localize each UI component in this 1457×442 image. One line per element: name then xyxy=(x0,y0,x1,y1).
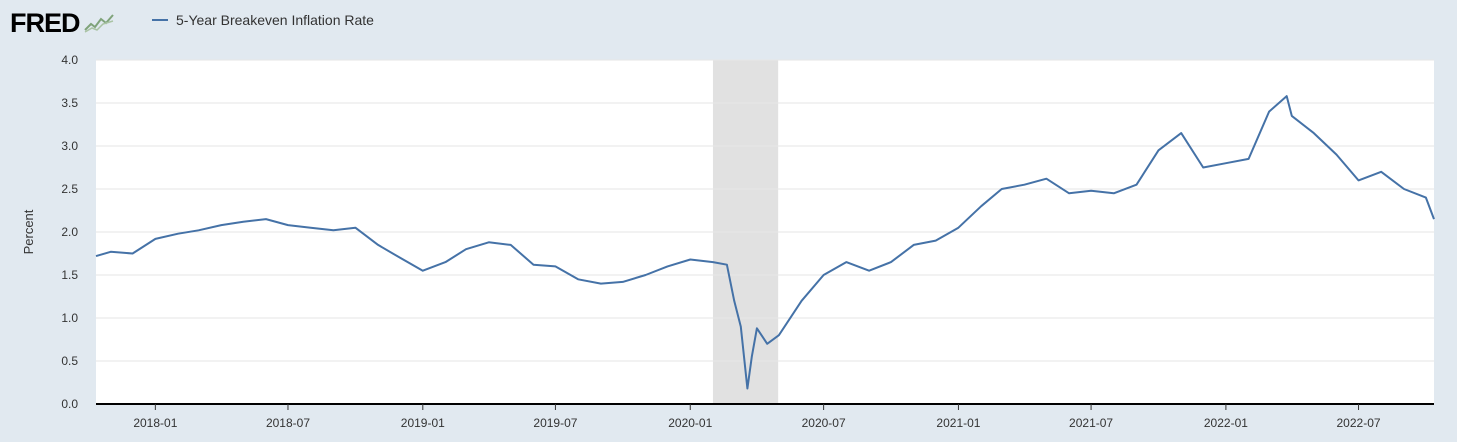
y-tick-label: 0.0 xyxy=(61,397,78,411)
x-tick-label: 2022-01 xyxy=(1204,416,1248,430)
y-tick-label: 1.0 xyxy=(61,311,78,325)
y-tick-label: 2.5 xyxy=(61,182,78,196)
legend-label: 5-Year Breakeven Inflation Rate xyxy=(176,12,374,28)
x-tick-label: 2020-07 xyxy=(802,416,846,430)
y-tick-label: 2.0 xyxy=(61,225,78,239)
y-tick-label: 4.0 xyxy=(61,53,78,67)
x-tick-label: 2021-01 xyxy=(936,416,980,430)
chart-legend[interactable]: 5-Year Breakeven Inflation Rate xyxy=(152,12,374,28)
y-tick-label: 1.5 xyxy=(61,268,78,282)
series-line[interactable] xyxy=(95,95,1435,390)
fred-logo-text: FRED xyxy=(10,7,80,38)
x-tick-label: 2020-01 xyxy=(668,416,712,430)
x-tick-label: 2021-07 xyxy=(1069,416,1113,430)
x-tick-label: 2018-07 xyxy=(266,416,310,430)
legend-swatch xyxy=(152,19,168,21)
y-tick-label: 3.0 xyxy=(61,139,78,153)
y-tick-label: 3.5 xyxy=(61,96,78,110)
x-tick-label: 2019-01 xyxy=(401,416,445,430)
x-tick-label: 2022-07 xyxy=(1337,416,1381,430)
line-chart-icon xyxy=(83,14,114,33)
y-tick-label: 0.5 xyxy=(61,354,78,368)
x-tick-label: 2019-07 xyxy=(533,416,577,430)
fred-logo[interactable]: FRED xyxy=(10,6,114,40)
y-axis-title: Percent xyxy=(21,209,36,254)
x-tick-label: 2018-01 xyxy=(133,416,177,430)
